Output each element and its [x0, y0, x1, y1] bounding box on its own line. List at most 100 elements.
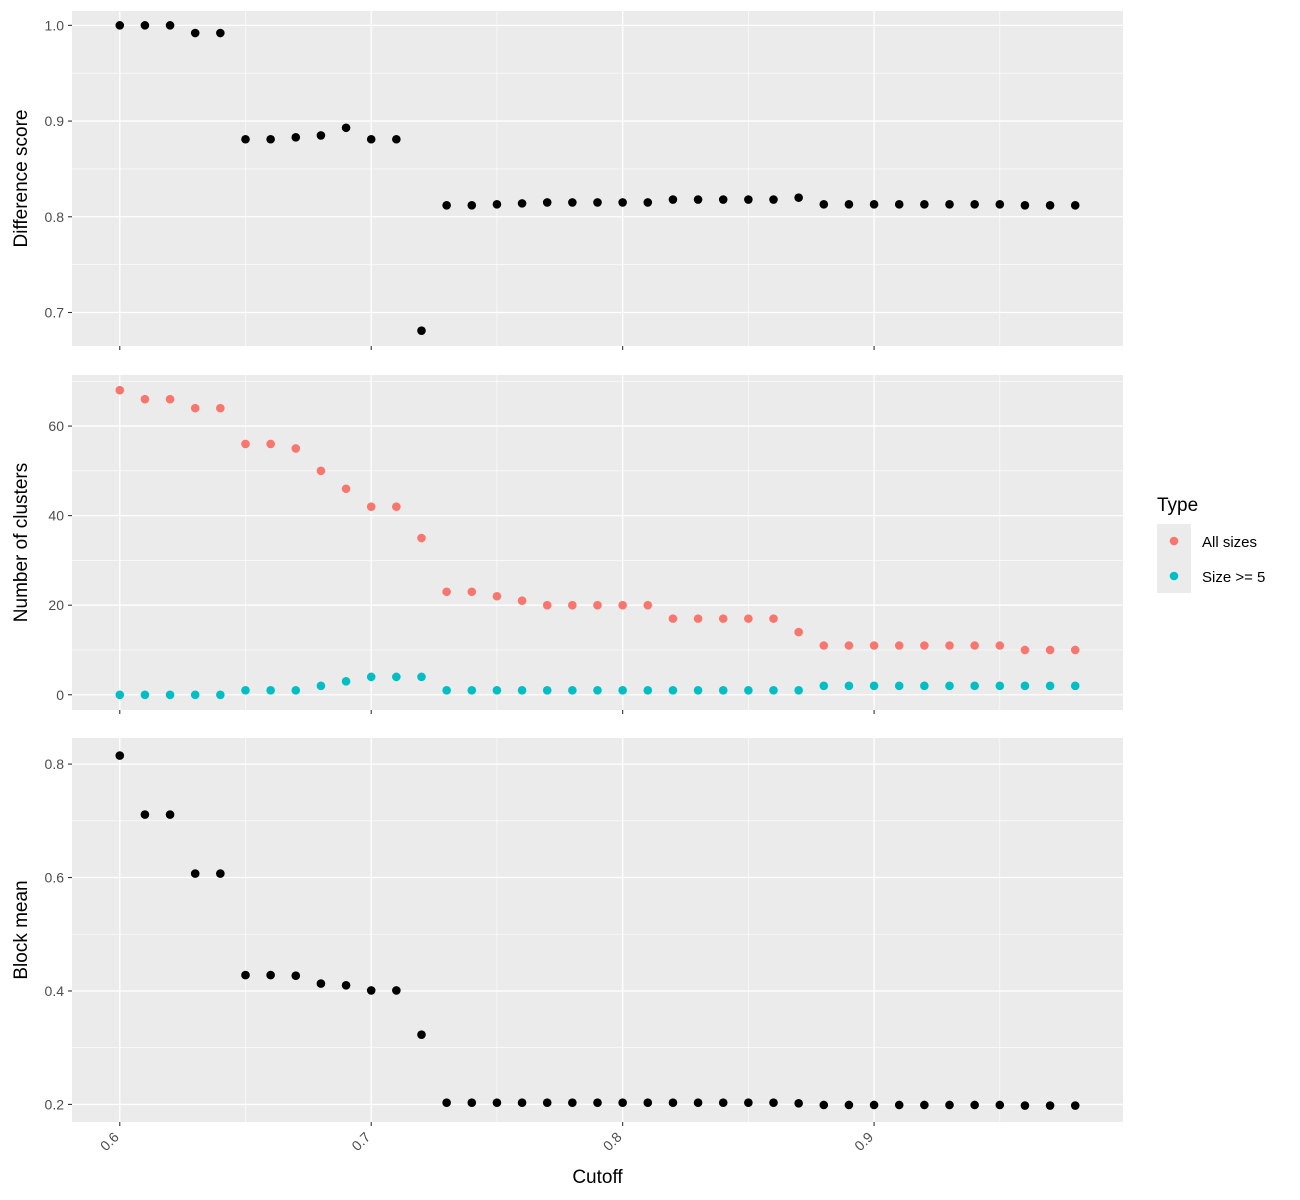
data-point: [316, 466, 326, 476]
x-tick-label: 0.6: [97, 1129, 122, 1154]
data-point: [869, 200, 879, 209]
data-point: [718, 685, 728, 695]
data-point: [517, 685, 527, 695]
data-point: [190, 869, 200, 878]
data-point: [341, 981, 351, 990]
data-point: [291, 444, 301, 453]
data-point: [492, 685, 502, 695]
y-tick-label: 0.9: [45, 113, 65, 129]
data-point: [668, 1098, 678, 1108]
data-point: [995, 1100, 1005, 1110]
data-point: [190, 403, 200, 413]
y-axis-title: Difference score: [11, 110, 32, 248]
data-point: [542, 198, 552, 207]
data-point: [844, 641, 854, 650]
data-point: [140, 690, 150, 700]
data-point: [718, 1098, 728, 1108]
data-point: [995, 641, 1005, 650]
y-tick-label: 0: [56, 687, 64, 703]
data-point: [593, 685, 602, 695]
series-points: [115, 751, 1080, 1110]
data-point: [794, 193, 803, 202]
data-point: [744, 614, 753, 623]
data-point: [643, 198, 653, 207]
data-point: [392, 672, 401, 682]
data-point: [115, 690, 125, 700]
data-point: [593, 198, 602, 207]
data-point: [140, 810, 150, 819]
y-tick-label: 1.0: [45, 17, 65, 33]
x-tick-label: 0.8: [600, 1129, 625, 1154]
data-point: [844, 1100, 854, 1110]
data-point: [920, 641, 929, 650]
data-point: [819, 641, 829, 650]
y-tick-label: 0.2: [45, 1096, 65, 1112]
data-point: [618, 600, 627, 610]
data-point: [819, 681, 829, 691]
data-point: [844, 200, 854, 209]
data-point: [1070, 201, 1080, 210]
data-point: [542, 1098, 552, 1108]
data-point: [1045, 201, 1055, 210]
data-point: [467, 587, 477, 597]
data-point: [241, 439, 250, 449]
data-point: [241, 970, 250, 980]
data-point: [266, 439, 275, 449]
data-point: [970, 1100, 979, 1110]
data-point: [618, 198, 627, 207]
data-point: [216, 28, 225, 38]
data-point: [165, 21, 175, 30]
x-tick-label: 0.7: [348, 1129, 373, 1154]
data-point: [492, 1098, 502, 1108]
data-point: [1020, 681, 1030, 691]
data-point: [769, 614, 778, 623]
y-axis-title: Block mean: [11, 880, 32, 979]
data-point: [1020, 645, 1030, 655]
data-point: [366, 672, 376, 682]
data-point: [693, 195, 703, 204]
data-point: [1020, 201, 1030, 210]
data-point: [568, 600, 577, 610]
data-point: [819, 200, 829, 209]
legend-label-size-ge-5: Size >= 5: [1202, 569, 1265, 586]
legend-label-all-sizes: All sizes: [1202, 534, 1257, 551]
y-tick-label: 60: [48, 418, 64, 434]
data-point: [542, 685, 552, 695]
data-point: [1020, 1101, 1030, 1110]
data-point: [668, 685, 678, 695]
data-point: [492, 200, 502, 209]
data-point: [442, 587, 451, 597]
data-point: [417, 1030, 426, 1039]
y-tick-label: 20: [48, 597, 64, 613]
data-point: [869, 641, 879, 650]
legend-key-bg: [1157, 524, 1191, 593]
data-point: [769, 195, 778, 204]
data-point: [442, 201, 451, 210]
data-point: [316, 979, 326, 988]
x-tick-label: 0.9: [851, 1129, 876, 1154]
data-point: [417, 672, 426, 682]
series-points: [115, 21, 1080, 335]
data-point: [517, 1098, 527, 1108]
data-point: [995, 681, 1005, 691]
data-point: [241, 685, 250, 695]
data-point: [291, 133, 301, 142]
data-point: [366, 502, 376, 511]
data-point: [945, 681, 954, 691]
legend-title: Type: [1157, 495, 1198, 516]
data-point: [1070, 645, 1080, 655]
data-point: [341, 484, 351, 494]
data-point: [492, 591, 502, 601]
data-point: [442, 1098, 451, 1108]
data-point: [266, 134, 275, 144]
data-point: [643, 1098, 653, 1108]
data-point: [291, 971, 301, 980]
data-point: [769, 685, 778, 695]
data-point: [467, 201, 477, 210]
data-point: [869, 1100, 879, 1110]
data-point: [794, 1098, 803, 1108]
data-point: [970, 641, 979, 650]
data-point: [165, 690, 175, 700]
data-point: [970, 200, 979, 209]
